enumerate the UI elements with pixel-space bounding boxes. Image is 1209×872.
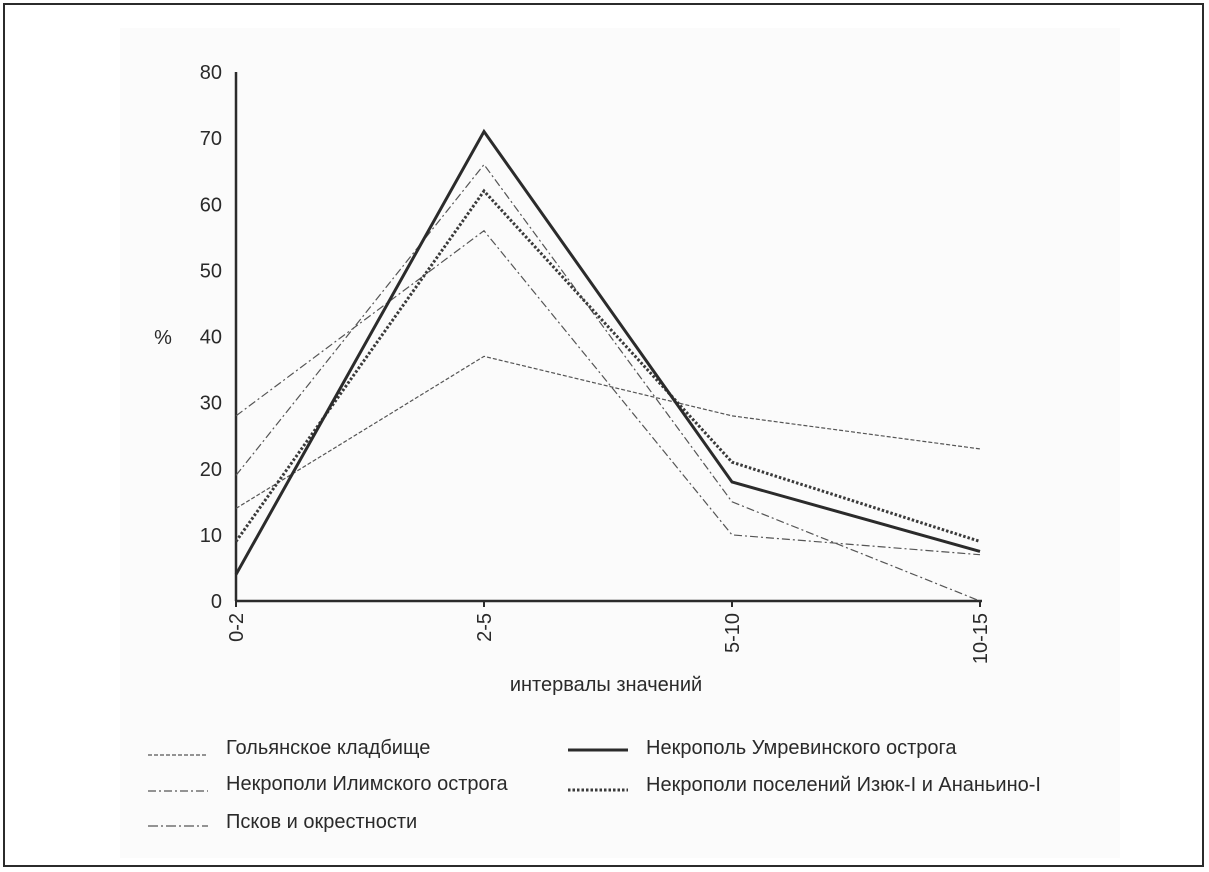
series-line-2 — [235, 229, 981, 556]
x-tick-label: 5-10 — [722, 613, 744, 653]
legend-label-izyuk: Некрополи поселений Изюк-I и Ананьино-I — [646, 774, 1041, 796]
series-lines — [234, 128, 981, 602]
x-tick-label: 2-5 — [474, 613, 496, 642]
legend-label-umrevinsk: Некрополь Умревинского острога — [646, 737, 957, 759]
series-line-1 — [235, 163, 981, 602]
y-tick-label: 30 — [200, 393, 222, 415]
y-tick-label: 0 — [211, 591, 222, 613]
chart-background — [120, 28, 1120, 858]
legend-label-pskov: Псков и окрестности — [226, 811, 417, 833]
series-line-3 — [234, 128, 981, 576]
y-tick-label: 10 — [200, 525, 222, 547]
y-tick-label: 80 — [200, 62, 222, 84]
legend-label-golyanskoe: Гольянское кладбище — [226, 737, 430, 759]
series-line-4 — [234, 188, 981, 543]
y-axis-label: % — [154, 327, 172, 349]
y-ticks: 0 10 20 30 40 50 60 70 80 — [200, 62, 222, 613]
y-tick-label: 50 — [200, 260, 222, 282]
y-tick-label: 40 — [200, 327, 222, 349]
y-tick-label: 60 — [200, 194, 222, 216]
x-tick-label: 0-2 — [226, 613, 248, 642]
x-tick-label: 10-15 — [970, 613, 992, 664]
x-ticks: 0-2 2-5 5-10 10-15 — [226, 601, 992, 664]
series-line-0 — [235, 355, 981, 509]
legend: Гольянское кладбище Некрополи Илимского … — [148, 737, 1041, 833]
y-tick-label: 70 — [200, 128, 222, 150]
axes — [234, 72, 982, 603]
y-tick-label: 20 — [200, 459, 222, 481]
x-axis-label: интервалы значений — [510, 674, 702, 696]
legend-label-ilimsk: Некрополи Илимского острога — [226, 773, 508, 795]
